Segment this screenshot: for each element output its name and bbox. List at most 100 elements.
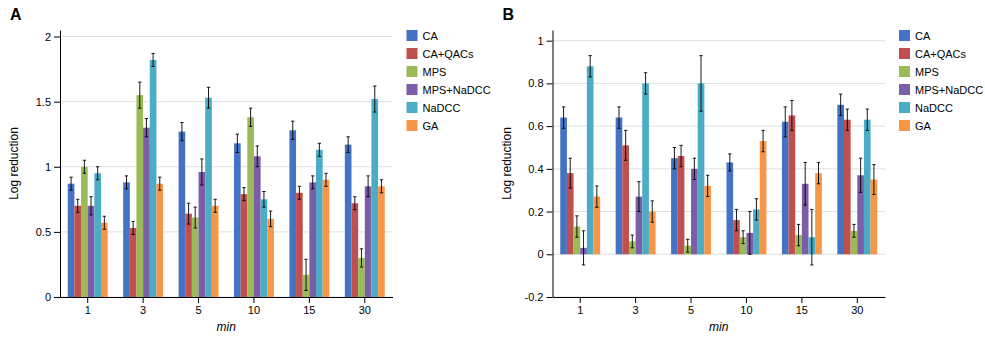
legend-swatch [407,48,418,59]
x-tick-label: 30 [851,304,863,316]
bar [267,219,274,297]
error-bar [180,122,183,140]
grid-line [60,166,393,167]
bar [365,186,372,297]
y-tick-label: 1 [537,35,543,47]
x-tick-mark [857,297,858,303]
bar [345,145,352,297]
y-tick-mark [547,169,553,170]
error-bar [644,73,647,94]
error-bar [262,192,265,208]
grid-line [60,297,393,298]
error-bar [200,159,203,185]
bar [123,182,130,297]
x-tick: 1 [85,297,91,316]
legend-label: NaDCC [915,102,953,114]
error-bar [651,201,654,222]
bar [622,145,629,254]
bar [81,167,88,297]
legend-swatch [899,102,910,113]
error-bar [735,209,738,230]
legend-item: CA+QACs [407,48,475,60]
bar [101,223,108,297]
error-bar [103,216,106,229]
bar [691,169,698,254]
x-axis-line [61,297,394,298]
error-bar [673,147,676,168]
bar [323,180,330,297]
bar [192,218,199,297]
y-tick-label: 0.6 [528,120,543,132]
error-bar [637,182,640,212]
x-tick-label: 3 [140,304,146,316]
error-bar [242,188,245,201]
legend-label: MPS+NaDCC [915,84,983,96]
legend-swatch [899,120,910,131]
bar [143,128,150,297]
x-tick-mark [198,297,199,303]
y-tick-label: 0 [45,291,51,303]
legend-swatch [407,102,418,113]
legend: CACA+QACsMPSMPS+NaDCCNaDCCGA [899,30,983,132]
y-tick-mark [54,232,60,233]
y-tick-label: -0.2 [525,291,544,303]
y-tick-label: 1.5 [36,96,51,108]
bar [68,184,75,297]
error-bar [852,224,855,237]
y-tick-mark [54,167,60,168]
error-bar [236,134,239,152]
legend-label: MPS+NaDCC [423,84,491,96]
error-bar [589,56,592,77]
x-tick-label: 30 [359,304,371,316]
x-tick: 30 [851,297,863,316]
error-bar [269,211,272,227]
legend-item: GA [899,120,932,132]
legend-item: NaDCC [899,102,953,114]
grid-line [553,297,886,298]
bar [205,98,212,297]
bar [254,156,261,297]
bar [296,193,303,297]
legend-label: CA+QACs [915,48,967,60]
y-tick: 0.2 [528,206,552,218]
x-tick-label: 10 [248,304,260,316]
bar [864,120,871,255]
bar-series [94,53,378,297]
error-bar [125,176,128,189]
error-bar [859,158,862,192]
legend-label: GA [423,120,440,132]
error-bar [69,177,72,190]
y-tick: 1 [537,35,552,47]
error-bar [256,146,259,167]
x-axis: 135101530 [61,297,394,316]
legend-label: MPS [423,66,447,78]
bar-series [88,119,372,297]
bar [616,118,623,255]
title: B [503,6,515,23]
legend-item: MPS [407,66,447,78]
x-tick-mark [309,297,310,303]
bar [185,214,192,297]
y-tick-label: 0 [537,248,543,260]
legend-swatch [407,84,418,95]
y-tick-mark [547,297,553,298]
legend-swatch [407,30,418,41]
bar [837,105,844,255]
x-tick: 30 [359,297,371,316]
x-tick-label: 10 [740,304,752,316]
error-bar [89,197,92,215]
error-bar [839,94,842,115]
error-bar [728,154,731,171]
plot-area: -0.200.20.40.60.81135101530minLog reduct… [500,30,984,335]
y-tick: 1.5 [36,96,60,108]
error-bar [872,165,875,195]
error-bar [145,119,148,137]
y-tick-mark [547,212,553,213]
y-tick-label: 0.2 [528,206,543,218]
x-tick: 3 [633,297,639,316]
legend-item: CA [407,30,439,42]
error-bar [324,173,327,186]
legend: CACA+QACsMPSMPS+NaDCCNaDCCGA [407,30,491,132]
bar [241,194,248,297]
x-tick-label: 5 [195,304,201,316]
